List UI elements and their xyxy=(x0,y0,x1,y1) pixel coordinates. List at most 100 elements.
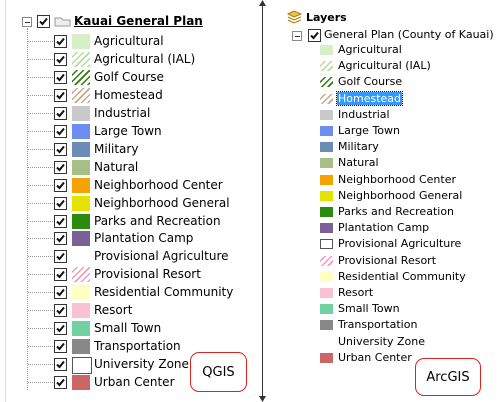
legend-swatch xyxy=(320,77,333,88)
collapse-toggle[interactable] xyxy=(292,31,302,41)
layer-item: Urban Center xyxy=(94,375,175,390)
layer-item: Small Town xyxy=(94,321,162,336)
legend-swatch xyxy=(72,51,90,67)
checkbox[interactable] xyxy=(54,52,67,66)
layer-item: Agricultural xyxy=(94,34,164,48)
checkbox[interactable] xyxy=(54,286,67,300)
tree-branch xyxy=(28,166,53,168)
legend-swatch xyxy=(72,321,90,337)
legend-swatch xyxy=(320,174,333,185)
layer-item: Provisional Resort xyxy=(338,253,437,267)
checkbox[interactable] xyxy=(54,35,67,48)
layer-item: University Zone xyxy=(94,357,189,372)
layer-item: Military xyxy=(94,141,139,156)
tree-branch xyxy=(28,364,53,366)
group-icon xyxy=(54,17,71,27)
checkbox[interactable] xyxy=(54,304,67,318)
layer-item: Provisional Agriculture xyxy=(338,237,462,251)
checkbox[interactable] xyxy=(54,358,67,372)
checkbox[interactable] xyxy=(54,268,67,282)
legend-swatch xyxy=(72,34,90,49)
checkbox[interactable] xyxy=(54,250,67,264)
layer-item: Homestead xyxy=(335,90,404,106)
legend-swatch xyxy=(72,231,90,247)
legend-swatch xyxy=(72,303,90,319)
layer-item: Residential Community xyxy=(94,285,234,300)
legend-swatch xyxy=(320,320,333,331)
tree-branch xyxy=(28,94,53,96)
legend-swatch xyxy=(72,159,90,175)
tree-branch xyxy=(28,328,53,330)
checkbox[interactable] xyxy=(54,124,67,138)
tree-branch xyxy=(28,310,53,312)
legend-swatch xyxy=(72,213,90,229)
tree-branch xyxy=(28,58,53,60)
layer-item: Agricultural (IAL) xyxy=(338,59,431,73)
layer-item: Plantation Camp xyxy=(338,221,430,235)
layer-item: University Zone xyxy=(338,334,425,348)
legend-swatch xyxy=(320,126,333,136)
legend-swatch xyxy=(320,45,333,55)
arcgis-panel: Layers General Plan (County of Kauai) Ar… xyxy=(268,0,500,402)
layer-item: Residential Community xyxy=(338,269,466,283)
legend-swatch xyxy=(72,285,90,301)
tree-branch xyxy=(28,112,53,114)
layer-item: Parks and Recreation xyxy=(94,213,221,228)
checkbox[interactable] xyxy=(54,160,67,174)
root-name: Layers xyxy=(306,11,347,24)
legend-swatch xyxy=(320,255,333,266)
layer-item: Neighborhood General xyxy=(338,188,463,202)
checkbox[interactable] xyxy=(54,70,67,84)
checkbox[interactable] xyxy=(54,322,67,336)
layer-name[interactable]: General Plan (County of Kauai) xyxy=(324,28,494,41)
legend-swatch xyxy=(72,105,90,121)
tree-branch xyxy=(28,148,53,150)
tree-branch xyxy=(28,256,53,258)
divider xyxy=(262,6,263,396)
layer-item: Small Town xyxy=(338,302,400,316)
layer-item: Large Town xyxy=(94,123,162,138)
legend-swatch xyxy=(320,271,333,282)
legend-swatch xyxy=(320,109,333,120)
checkbox[interactable] xyxy=(54,214,67,228)
legend-swatch xyxy=(72,87,90,103)
legend-swatch xyxy=(72,339,90,355)
layer-item: Transportation xyxy=(338,318,418,332)
checkbox[interactable] xyxy=(54,376,67,390)
layer-item: Plantation Camp xyxy=(94,231,194,246)
layer-item: Military xyxy=(338,140,379,154)
layer-item: Neighborhood Center xyxy=(94,177,223,192)
checkbox[interactable] xyxy=(54,106,67,120)
tree-branch xyxy=(28,202,53,204)
collapse-toggle[interactable] xyxy=(22,17,32,27)
checkbox[interactable] xyxy=(54,88,67,102)
checkbox[interactable] xyxy=(54,178,67,192)
layer-item: Provisional Resort xyxy=(94,267,201,282)
tree-branch xyxy=(28,346,53,348)
layer-item: Golf Course xyxy=(94,69,164,84)
tree-branch xyxy=(28,220,53,222)
checkbox[interactable] xyxy=(308,29,321,42)
legend-swatch xyxy=(72,375,90,391)
checkbox[interactable] xyxy=(37,15,50,28)
tree-branch xyxy=(28,292,53,294)
legend-swatch xyxy=(320,93,333,104)
checkbox[interactable] xyxy=(54,196,67,210)
legend-swatch xyxy=(72,249,90,265)
layer-item: Urban Center xyxy=(338,350,412,364)
checkbox[interactable] xyxy=(54,232,67,246)
group-name[interactable]: Kauai General Plan xyxy=(74,14,203,28)
legend-swatch xyxy=(320,239,333,250)
qgis-panel: Kauai General Plan QGIS xyxy=(5,0,247,402)
layer-item: Natural xyxy=(94,159,139,174)
layer-item: Agricultural xyxy=(338,43,402,56)
checkbox[interactable] xyxy=(54,142,67,156)
layer-item: Golf Course xyxy=(338,75,403,89)
legend-swatch xyxy=(320,142,333,153)
legend-swatch xyxy=(72,123,90,139)
caption: ArcGIS xyxy=(415,358,481,396)
legend-swatch xyxy=(320,207,333,217)
checkbox[interactable] xyxy=(54,340,67,354)
caption: QGIS xyxy=(190,352,247,392)
panel-edge xyxy=(5,0,6,402)
